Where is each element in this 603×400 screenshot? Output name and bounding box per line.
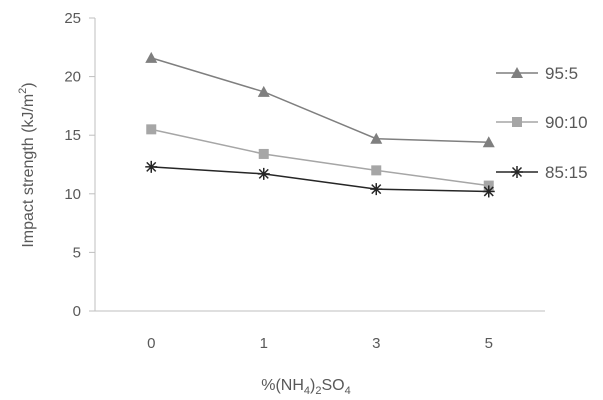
y-tick-label: 20	[64, 69, 81, 86]
y-axis-title-superscript: 2	[17, 88, 29, 94]
legend-marker	[511, 166, 523, 178]
legend: 95:5 90:10 85:15	[496, 64, 588, 182]
legend-label: 90:10	[545, 113, 588, 132]
x-axis-title: %(NH4)2SO4	[261, 377, 351, 397]
series-90-10	[146, 124, 494, 191]
legend-marker	[511, 67, 523, 78]
data-point	[257, 167, 270, 180]
data-point	[145, 160, 158, 173]
x-tick-label: 5	[485, 335, 493, 352]
data-point	[146, 124, 157, 135]
data-point	[482, 185, 495, 198]
y-tick-label: 0	[73, 303, 81, 320]
data-point	[257, 85, 270, 97]
data-point	[371, 165, 382, 176]
y-tick-label: 25	[64, 10, 81, 27]
y-tick-label: 10	[64, 186, 81, 203]
legend-item: 90:10	[496, 113, 588, 132]
legend-label: 85:15	[545, 163, 588, 182]
series-line	[151, 128, 489, 187]
data-point	[370, 132, 383, 144]
y-tick-label: 5	[73, 244, 81, 261]
legend-item: 95:5	[496, 64, 578, 83]
y-axis-title: Impact strength (kJ/m2)	[17, 82, 37, 247]
x-tick-labels: 0 1 3 5	[147, 335, 493, 352]
data-point	[370, 183, 383, 196]
x-tick-label: 1	[260, 335, 268, 352]
series-line	[151, 166, 489, 193]
x-tick-label: 0	[147, 335, 155, 352]
y-tick-labels: 0 5 10 15 20 25	[64, 10, 95, 320]
series-layer	[145, 51, 495, 198]
data-point	[145, 51, 158, 63]
series-line	[151, 57, 489, 143]
series-85-15	[145, 160, 495, 198]
y-tick-label: 15	[64, 127, 81, 144]
legend-marker	[512, 117, 522, 127]
data-point	[482, 136, 495, 148]
legend-label: 95:5	[545, 64, 578, 83]
series-95-5	[145, 51, 495, 148]
legend-item: 85:15	[496, 163, 588, 182]
x-tick-label: 3	[372, 335, 380, 352]
data-point	[258, 148, 269, 159]
